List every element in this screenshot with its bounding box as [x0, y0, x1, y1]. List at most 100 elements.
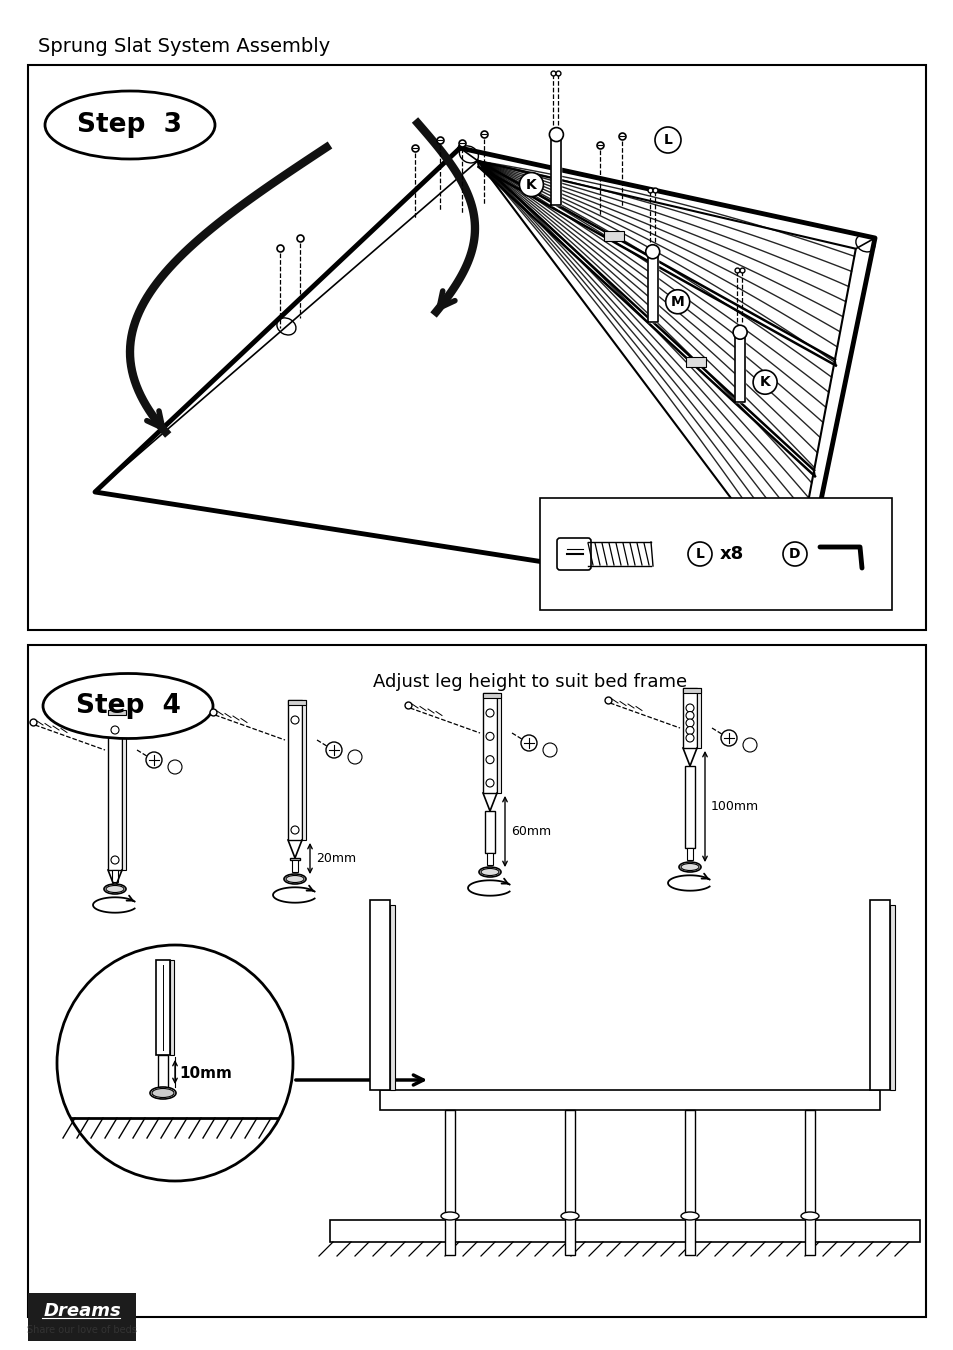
Ellipse shape	[284, 873, 306, 884]
Ellipse shape	[801, 1212, 818, 1220]
Ellipse shape	[43, 674, 213, 738]
Circle shape	[542, 743, 557, 757]
Circle shape	[655, 127, 680, 153]
Ellipse shape	[150, 1087, 175, 1099]
Ellipse shape	[440, 1212, 458, 1220]
Bar	[288, 701, 306, 705]
FancyBboxPatch shape	[557, 539, 590, 570]
Bar	[603, 231, 623, 242]
Bar	[330, 1220, 919, 1242]
Bar	[170, 960, 173, 1054]
Circle shape	[732, 325, 746, 339]
Circle shape	[752, 370, 777, 394]
Bar	[482, 693, 497, 792]
Polygon shape	[551, 135, 560, 205]
Bar	[28, 65, 925, 630]
Circle shape	[520, 734, 537, 751]
Circle shape	[111, 726, 119, 734]
Circle shape	[645, 244, 659, 259]
Text: 20mm: 20mm	[315, 852, 355, 865]
Text: L: L	[663, 134, 672, 147]
Ellipse shape	[286, 876, 304, 883]
Circle shape	[485, 732, 494, 740]
Bar	[302, 701, 306, 840]
Bar	[804, 1110, 814, 1256]
Text: L: L	[695, 547, 703, 562]
Text: Step  3: Step 3	[77, 112, 182, 138]
Ellipse shape	[679, 863, 700, 872]
Ellipse shape	[480, 868, 498, 876]
Bar	[685, 356, 705, 367]
Ellipse shape	[680, 864, 699, 871]
Ellipse shape	[104, 884, 126, 894]
Bar	[539, 498, 891, 610]
Bar	[444, 1110, 455, 1256]
Polygon shape	[647, 251, 657, 321]
Circle shape	[485, 756, 494, 764]
Circle shape	[685, 734, 693, 743]
Bar	[497, 693, 500, 792]
Text: Step  4: Step 4	[75, 693, 180, 720]
Bar	[684, 1110, 695, 1256]
Bar	[564, 1110, 575, 1256]
Text: K: K	[759, 375, 770, 389]
Text: Share our love of beds: Share our love of beds	[27, 1324, 137, 1335]
Bar	[482, 693, 500, 698]
Circle shape	[685, 720, 693, 728]
Circle shape	[685, 726, 693, 734]
Circle shape	[687, 541, 711, 566]
Bar	[290, 859, 299, 860]
Circle shape	[111, 856, 119, 864]
Circle shape	[168, 760, 182, 774]
Text: D: D	[788, 547, 800, 562]
Text: Dreams: Dreams	[43, 1301, 121, 1320]
Bar	[484, 811, 495, 853]
Circle shape	[291, 716, 298, 724]
Circle shape	[549, 127, 563, 142]
Text: M: M	[670, 294, 684, 309]
Bar	[682, 688, 700, 693]
Circle shape	[685, 711, 693, 720]
Bar	[108, 710, 122, 869]
Bar	[686, 848, 692, 860]
Bar	[697, 688, 700, 748]
Bar	[288, 701, 302, 840]
Bar	[112, 869, 118, 882]
Bar	[684, 765, 695, 848]
Bar	[292, 860, 297, 872]
Ellipse shape	[478, 867, 500, 878]
Bar	[158, 1054, 168, 1089]
Circle shape	[485, 709, 494, 717]
Bar	[682, 688, 697, 748]
Circle shape	[326, 743, 341, 757]
Bar	[390, 904, 395, 1089]
Circle shape	[146, 752, 162, 768]
Circle shape	[57, 945, 293, 1181]
Text: Sprung Slat System Assembly: Sprung Slat System Assembly	[38, 38, 330, 57]
Ellipse shape	[152, 1088, 173, 1098]
Circle shape	[782, 541, 806, 566]
Circle shape	[485, 779, 494, 787]
Bar	[869, 900, 889, 1089]
Text: 60mm: 60mm	[511, 825, 551, 838]
Text: K: K	[525, 178, 537, 192]
Circle shape	[665, 290, 689, 313]
Bar	[108, 710, 126, 716]
Bar	[889, 904, 894, 1089]
Circle shape	[720, 730, 737, 747]
Circle shape	[685, 703, 693, 711]
Bar	[486, 853, 493, 865]
Circle shape	[348, 751, 361, 764]
Bar	[28, 645, 925, 1318]
Bar	[28, 1293, 136, 1341]
Ellipse shape	[680, 1212, 699, 1220]
Circle shape	[291, 826, 298, 834]
Text: 10mm: 10mm	[179, 1065, 232, 1080]
Circle shape	[742, 738, 757, 752]
Polygon shape	[735, 332, 744, 402]
Ellipse shape	[106, 886, 124, 892]
Bar	[156, 960, 170, 1054]
Bar	[370, 900, 390, 1089]
Circle shape	[518, 173, 543, 197]
Bar	[379, 1089, 879, 1110]
